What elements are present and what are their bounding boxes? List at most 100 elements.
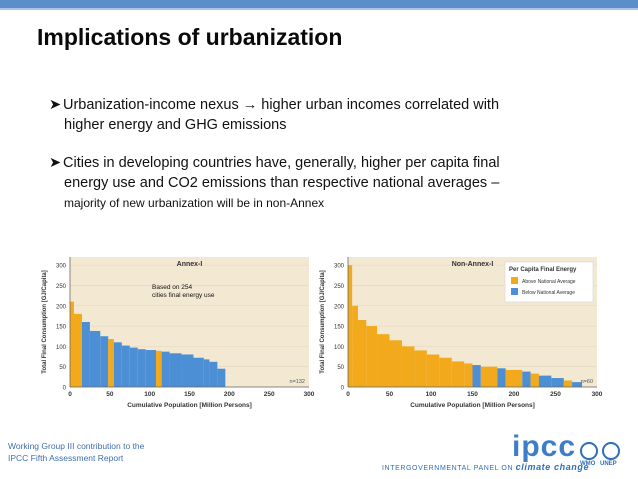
y-tick-label: 0 bbox=[63, 386, 67, 392]
x-tick-label: 200 bbox=[224, 391, 235, 398]
bar-segment bbox=[505, 369, 523, 387]
checkmark-arrow-icon: ➤ bbox=[49, 97, 62, 113]
y-tick-label: 300 bbox=[334, 264, 345, 270]
x-tick-label: 100 bbox=[144, 391, 155, 398]
y-tick-label: 300 bbox=[56, 264, 67, 270]
bar-segment bbox=[161, 351, 170, 387]
bar-segment bbox=[377, 334, 390, 387]
bullet-2-line2: energy use and CO2 emissions than respec… bbox=[64, 175, 500, 191]
wmo-label: WMO bbox=[580, 461, 596, 467]
y-tick-label: 200 bbox=[334, 304, 345, 310]
bar-segment bbox=[113, 342, 122, 387]
y-tick-label: 100 bbox=[56, 345, 67, 351]
x-axis-label: Cumulative Population [Million Persons] bbox=[127, 402, 252, 409]
non-annex-i-chart: 0 50 100 150 200 250 300 0 50 100 150 200 250 300 Cumu… bbox=[320, 257, 603, 409]
bar-segment bbox=[145, 350, 157, 387]
bar-segment bbox=[464, 363, 473, 387]
bar-segment bbox=[497, 368, 506, 387]
footer-line2: IPCC Fifth Assessment Report bbox=[8, 453, 124, 463]
bar-segment bbox=[563, 380, 573, 387]
bullet-1: ➤ Urbanization-income nexus → higher urba… bbox=[49, 95, 499, 135]
y-tick-label: 150 bbox=[56, 325, 67, 331]
bar-segment bbox=[169, 353, 182, 387]
legend-label: Above National Average bbox=[522, 279, 576, 285]
x-axis-label: Cumulative Population [Million Persons] bbox=[410, 402, 535, 409]
x-tick-label: 100 bbox=[426, 391, 437, 398]
bar-segment bbox=[217, 368, 226, 387]
top-accent-line bbox=[0, 8, 638, 10]
x-tick-label: 0 bbox=[68, 391, 72, 398]
legend-swatch bbox=[511, 288, 518, 295]
y-tick-label: 0 bbox=[341, 386, 345, 392]
bar-segment bbox=[129, 347, 138, 387]
bar-segment bbox=[193, 357, 204, 387]
top-accent-bar bbox=[0, 0, 638, 8]
chart-title: Annex-I bbox=[177, 261, 203, 268]
unep-logo-icon bbox=[602, 442, 620, 460]
bar-segment bbox=[366, 326, 378, 387]
bullet-1-line2: higher energy and GHG emissions bbox=[64, 117, 287, 133]
annotation-line1: Based on 254 bbox=[152, 284, 193, 291]
bar-segment bbox=[451, 361, 465, 387]
bar-segment bbox=[572, 382, 583, 387]
x-tick-label: 50 bbox=[106, 391, 114, 398]
bar-segment bbox=[426, 354, 440, 387]
bar-segment bbox=[108, 339, 114, 387]
annex-i-chart: 0 50 100 150 200 250 300 0 50 100 150 200 250 300 Cumu… bbox=[42, 257, 315, 409]
footer-text: Working Group III contribution to the IP… bbox=[8, 440, 144, 464]
y-tick-label: 50 bbox=[337, 365, 344, 371]
x-tick-label: 250 bbox=[264, 391, 275, 398]
x-tick-label: 300 bbox=[592, 391, 603, 398]
x-tick-label: 300 bbox=[304, 391, 315, 398]
y-tick-label: 250 bbox=[334, 284, 345, 290]
bullet-2-line3: majority of new urbanization will be in … bbox=[64, 196, 325, 210]
bar-segment bbox=[439, 357, 452, 387]
legend-swatch bbox=[511, 277, 518, 284]
bar-segment bbox=[551, 378, 564, 387]
bar-segment bbox=[414, 350, 427, 387]
bar-segment bbox=[401, 346, 415, 387]
bar-segment bbox=[480, 366, 498, 387]
ipcc-subtitle: INTERGOVERNMENTAL PANEL ON climate chang… bbox=[382, 462, 589, 472]
n-label: n=132 bbox=[290, 379, 305, 385]
bar-segment bbox=[73, 313, 82, 387]
y-axis-label: Total Final Consumption [GJ/Capita] bbox=[320, 270, 326, 374]
y-tick-label: 50 bbox=[59, 365, 66, 371]
bar-segment bbox=[522, 371, 531, 387]
bar-segment bbox=[121, 345, 130, 387]
unep-label: UNEP bbox=[600, 461, 617, 467]
bar-segment bbox=[357, 319, 367, 387]
x-tick-label: 150 bbox=[184, 391, 195, 398]
y-tick-label: 250 bbox=[56, 284, 67, 290]
y-tick-label: 150 bbox=[334, 325, 345, 331]
checkmark-arrow-icon: ➤ bbox=[49, 155, 62, 171]
bar-segment bbox=[538, 375, 552, 387]
x-tick-label: 50 bbox=[386, 391, 394, 398]
x-tick-label: 200 bbox=[509, 391, 520, 398]
slide-title: Implications of urbanization bbox=[37, 24, 343, 50]
bar-segment bbox=[137, 349, 146, 387]
bar-segment bbox=[81, 322, 90, 387]
legend-label: Below National Average bbox=[522, 290, 575, 296]
bar-segment bbox=[352, 305, 358, 387]
x-tick-label: 150 bbox=[467, 391, 478, 398]
footer-line1: Working Group III contribution to the bbox=[8, 441, 145, 451]
n-label: n=60 bbox=[581, 379, 593, 385]
chart-title: Non-Annex-I bbox=[452, 261, 494, 268]
annotation-line2: cities final energy use bbox=[152, 292, 215, 299]
ipcc-logo: ipcc bbox=[512, 430, 577, 463]
bar-segment bbox=[100, 336, 109, 387]
legend-title: Per Capita Final Energy bbox=[509, 267, 577, 273]
x-tick-label: 0 bbox=[346, 391, 350, 398]
bullet-2-line1: Cities in developing countries have, gen… bbox=[63, 155, 500, 171]
bar-segment bbox=[70, 301, 74, 387]
bar-segment bbox=[348, 265, 353, 387]
bar-segment bbox=[389, 340, 402, 387]
x-tick-label: 250 bbox=[550, 391, 561, 398]
bar-segment bbox=[472, 365, 481, 387]
y-axis-label: Total Final Consumption [GJ/Capita] bbox=[42, 270, 48, 374]
bar-segment bbox=[89, 330, 101, 387]
bullet-1-line1: Urbanization-income nexus → higher urban… bbox=[63, 97, 500, 113]
bar-segment bbox=[203, 359, 210, 387]
bar-segment bbox=[530, 373, 539, 387]
